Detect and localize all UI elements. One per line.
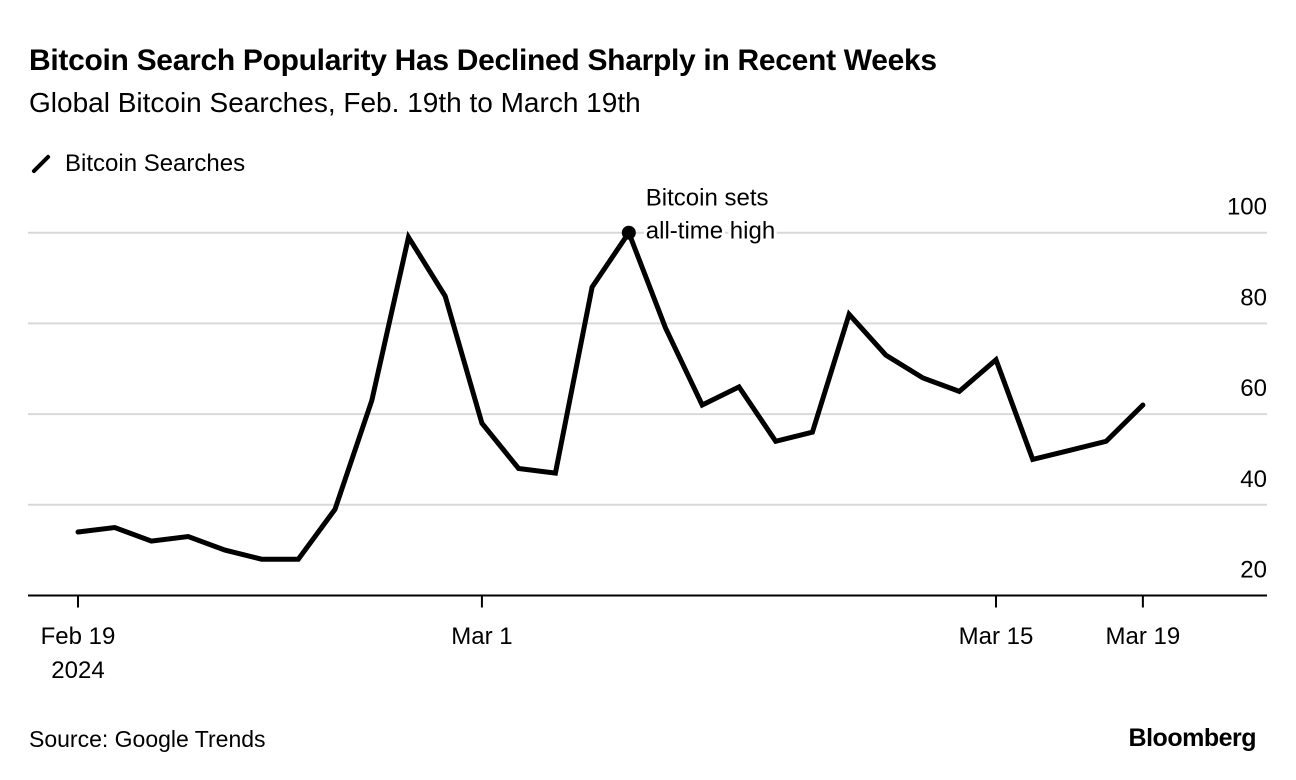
annotation-text: all-time high: [646, 218, 775, 245]
chart-title: Bitcoin Search Popularity Has Declined S…: [29, 44, 937, 77]
y-tick-label: 60: [1240, 375, 1267, 402]
x-tick-label: Mar 19: [1106, 623, 1181, 650]
x-tick-label: Feb 19: [41, 623, 116, 650]
bloomberg-logo: Bloomberg: [1128, 724, 1257, 752]
chart-subtitle: Global Bitcoin Searches, Feb. 19th to Ma…: [29, 87, 641, 118]
annotation-marker: [621, 225, 636, 240]
series-line-bitcoin-searches: [75, 227, 1146, 562]
y-tick-label: 40: [1240, 466, 1267, 493]
x-tick-label: Mar 15: [959, 623, 1034, 650]
annotation-text: Bitcoin sets: [646, 185, 769, 212]
y-tick-label: 20: [1240, 557, 1267, 584]
x-tick-sublabel: 2024: [51, 657, 104, 684]
legend-label: Bitcoin Searches: [65, 150, 246, 177]
x-tick-label: Mar 1: [451, 623, 512, 650]
y-tick-label: 80: [1240, 284, 1267, 311]
source-note: Source: Google Trends: [29, 726, 266, 752]
legend: Bitcoin Searches: [29, 150, 245, 178]
y-tick-label: 100: [1227, 194, 1267, 221]
